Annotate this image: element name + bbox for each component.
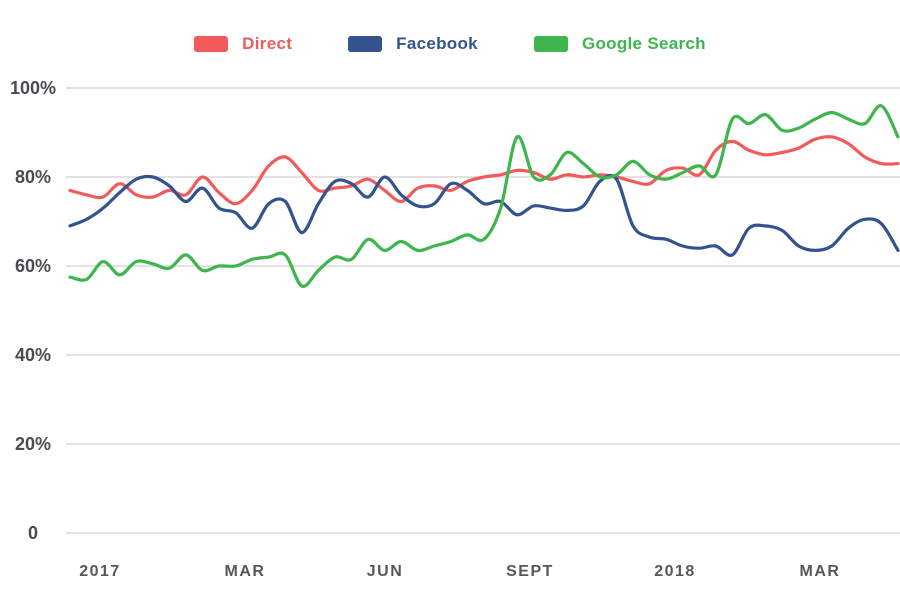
x-tick-label: MAR <box>225 563 266 580</box>
series-line-direct <box>68 135 900 206</box>
x-tick-label: MAR <box>800 563 841 580</box>
legend-item-facebook: Facebook <box>348 34 478 54</box>
legend-item-google-search: Google Search <box>533 34 706 54</box>
legend-label-facebook: Facebook <box>396 34 478 53</box>
x-tick-label: 2018 <box>654 563 696 580</box>
y-tick-label: 100% <box>10 78 56 98</box>
legend-swatch-facebook <box>348 36 383 52</box>
x-tick-label: 2017 <box>79 563 121 580</box>
legend-label-direct: Direct <box>242 34 293 53</box>
chart-legend: Direct Facebook Google Search <box>0 34 900 54</box>
legend-swatch-google-search <box>533 36 568 52</box>
y-tick-label: 20% <box>15 434 51 454</box>
y-tick-label: 40% <box>15 345 51 365</box>
legend-label-google-search: Google Search <box>581 34 706 53</box>
series-line-google-search <box>68 104 900 288</box>
y-tick-label: 60% <box>15 256 51 276</box>
legend-item-direct: Direct <box>194 34 292 54</box>
legend-swatch-direct <box>194 36 229 52</box>
series-line-facebook <box>68 173 900 257</box>
y-tick-label: 0 <box>28 523 38 543</box>
y-tick-label: 80% <box>15 167 51 187</box>
x-tick-label: JUN <box>367 563 404 580</box>
x-tick-label: SEPT <box>506 563 554 580</box>
